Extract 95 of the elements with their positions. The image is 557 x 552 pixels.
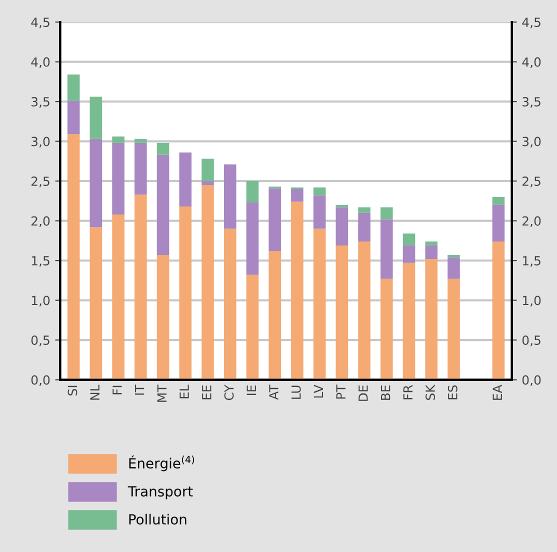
x-tick-label: EA (492, 384, 502, 400)
y-tick-label: 1,5 (32, 256, 50, 267)
x-tick-label: SK (426, 384, 436, 400)
y-tick-label: 0,5 (31, 336, 50, 346)
x-tick-label: FI (112, 386, 122, 394)
bar (246, 181, 259, 203)
y-tick-label: 2,0 (31, 216, 50, 227)
x-tick-label: EL (180, 384, 189, 398)
bar (358, 241, 370, 380)
legend-label: Énergie$^{(4)}$ (129, 455, 194, 472)
x-tick-label: IT (135, 384, 144, 395)
bar (492, 196, 505, 205)
bar (90, 138, 102, 228)
y-tick-label: 4,5 (31, 18, 50, 28)
y2-tick-label: 4,0 (522, 57, 541, 68)
y2-tick-label: 3,5 (522, 97, 540, 108)
x-tick-label: SI (68, 386, 78, 396)
x-tick-label: CY (224, 384, 234, 400)
bar (134, 142, 147, 195)
bar (90, 227, 102, 380)
bar (313, 195, 326, 229)
y-tick-label: 3,5 (32, 97, 50, 108)
bar (336, 207, 348, 246)
x-tick-label: FR (403, 384, 412, 400)
bar (492, 204, 505, 242)
bar (336, 245, 348, 380)
bar (402, 234, 416, 246)
bar (380, 219, 393, 279)
bar (448, 254, 460, 258)
bar (179, 206, 192, 380)
bar (425, 245, 438, 259)
bar (358, 212, 370, 242)
legend-label: Transport (128, 486, 193, 500)
bar (112, 214, 124, 380)
bar (291, 189, 304, 202)
x-tick-label: MT (157, 384, 166, 402)
y2-tick-label: 1,0 (522, 296, 541, 306)
bar (67, 134, 80, 380)
bar (134, 194, 147, 380)
bar (313, 228, 326, 380)
bar (224, 164, 236, 229)
bar (268, 188, 281, 252)
x-tick-label: EE (202, 385, 212, 400)
bar (202, 158, 214, 182)
bar (90, 96, 102, 139)
y2-tick-label: 2,0 (522, 216, 541, 227)
bar (291, 202, 304, 380)
x-tick-label: ES (448, 385, 458, 400)
y-tick-label: 0,0 (31, 375, 50, 386)
y2-tick-label: 0,0 (522, 375, 541, 386)
bar (380, 207, 393, 220)
bar (134, 138, 147, 143)
bar (179, 152, 192, 206)
bar (112, 142, 124, 214)
bar (246, 274, 259, 380)
bar (425, 241, 438, 246)
x-tick-label: IE (246, 385, 256, 395)
x-tick-label: PT (336, 384, 346, 399)
bar (67, 74, 80, 101)
bar (67, 100, 80, 134)
bar (202, 181, 214, 186)
bar (402, 245, 416, 263)
bar (358, 207, 370, 213)
bar (156, 142, 170, 155)
y2-tick-label: 1,5 (522, 256, 540, 267)
x-tick-label: NL (90, 384, 100, 400)
bar (202, 185, 214, 380)
bar (380, 278, 393, 380)
y2-tick-label: 3,0 (522, 136, 541, 148)
y2-tick-label: 0,5 (522, 336, 540, 346)
y2-tick-label: 2,5 (522, 176, 540, 188)
bar (112, 136, 124, 143)
y2-tick-label: 4,5 (522, 18, 540, 28)
x-tick-label: LV (314, 384, 324, 398)
x-tick-label: LU (292, 386, 301, 399)
bar (492, 241, 505, 380)
bar (224, 228, 236, 380)
y-tick-label: 2,5 (31, 176, 50, 188)
legend-label: Pollution (129, 514, 186, 525)
bar (448, 257, 460, 279)
bar (425, 258, 438, 380)
bar (448, 278, 460, 380)
bar (402, 262, 416, 380)
x-tick-label: DE (358, 385, 368, 401)
y-tick-label: 1,0 (32, 296, 50, 306)
bar (268, 251, 281, 380)
bar (336, 204, 348, 208)
x-tick-label: BE (380, 385, 390, 400)
bar (156, 254, 170, 380)
x-tick-label: AT (269, 384, 278, 400)
y-tick-label: 3,0 (32, 136, 50, 148)
bar (313, 187, 326, 196)
bar (246, 202, 259, 275)
y-tick-label: 4,0 (31, 57, 50, 68)
bar (156, 154, 170, 255)
